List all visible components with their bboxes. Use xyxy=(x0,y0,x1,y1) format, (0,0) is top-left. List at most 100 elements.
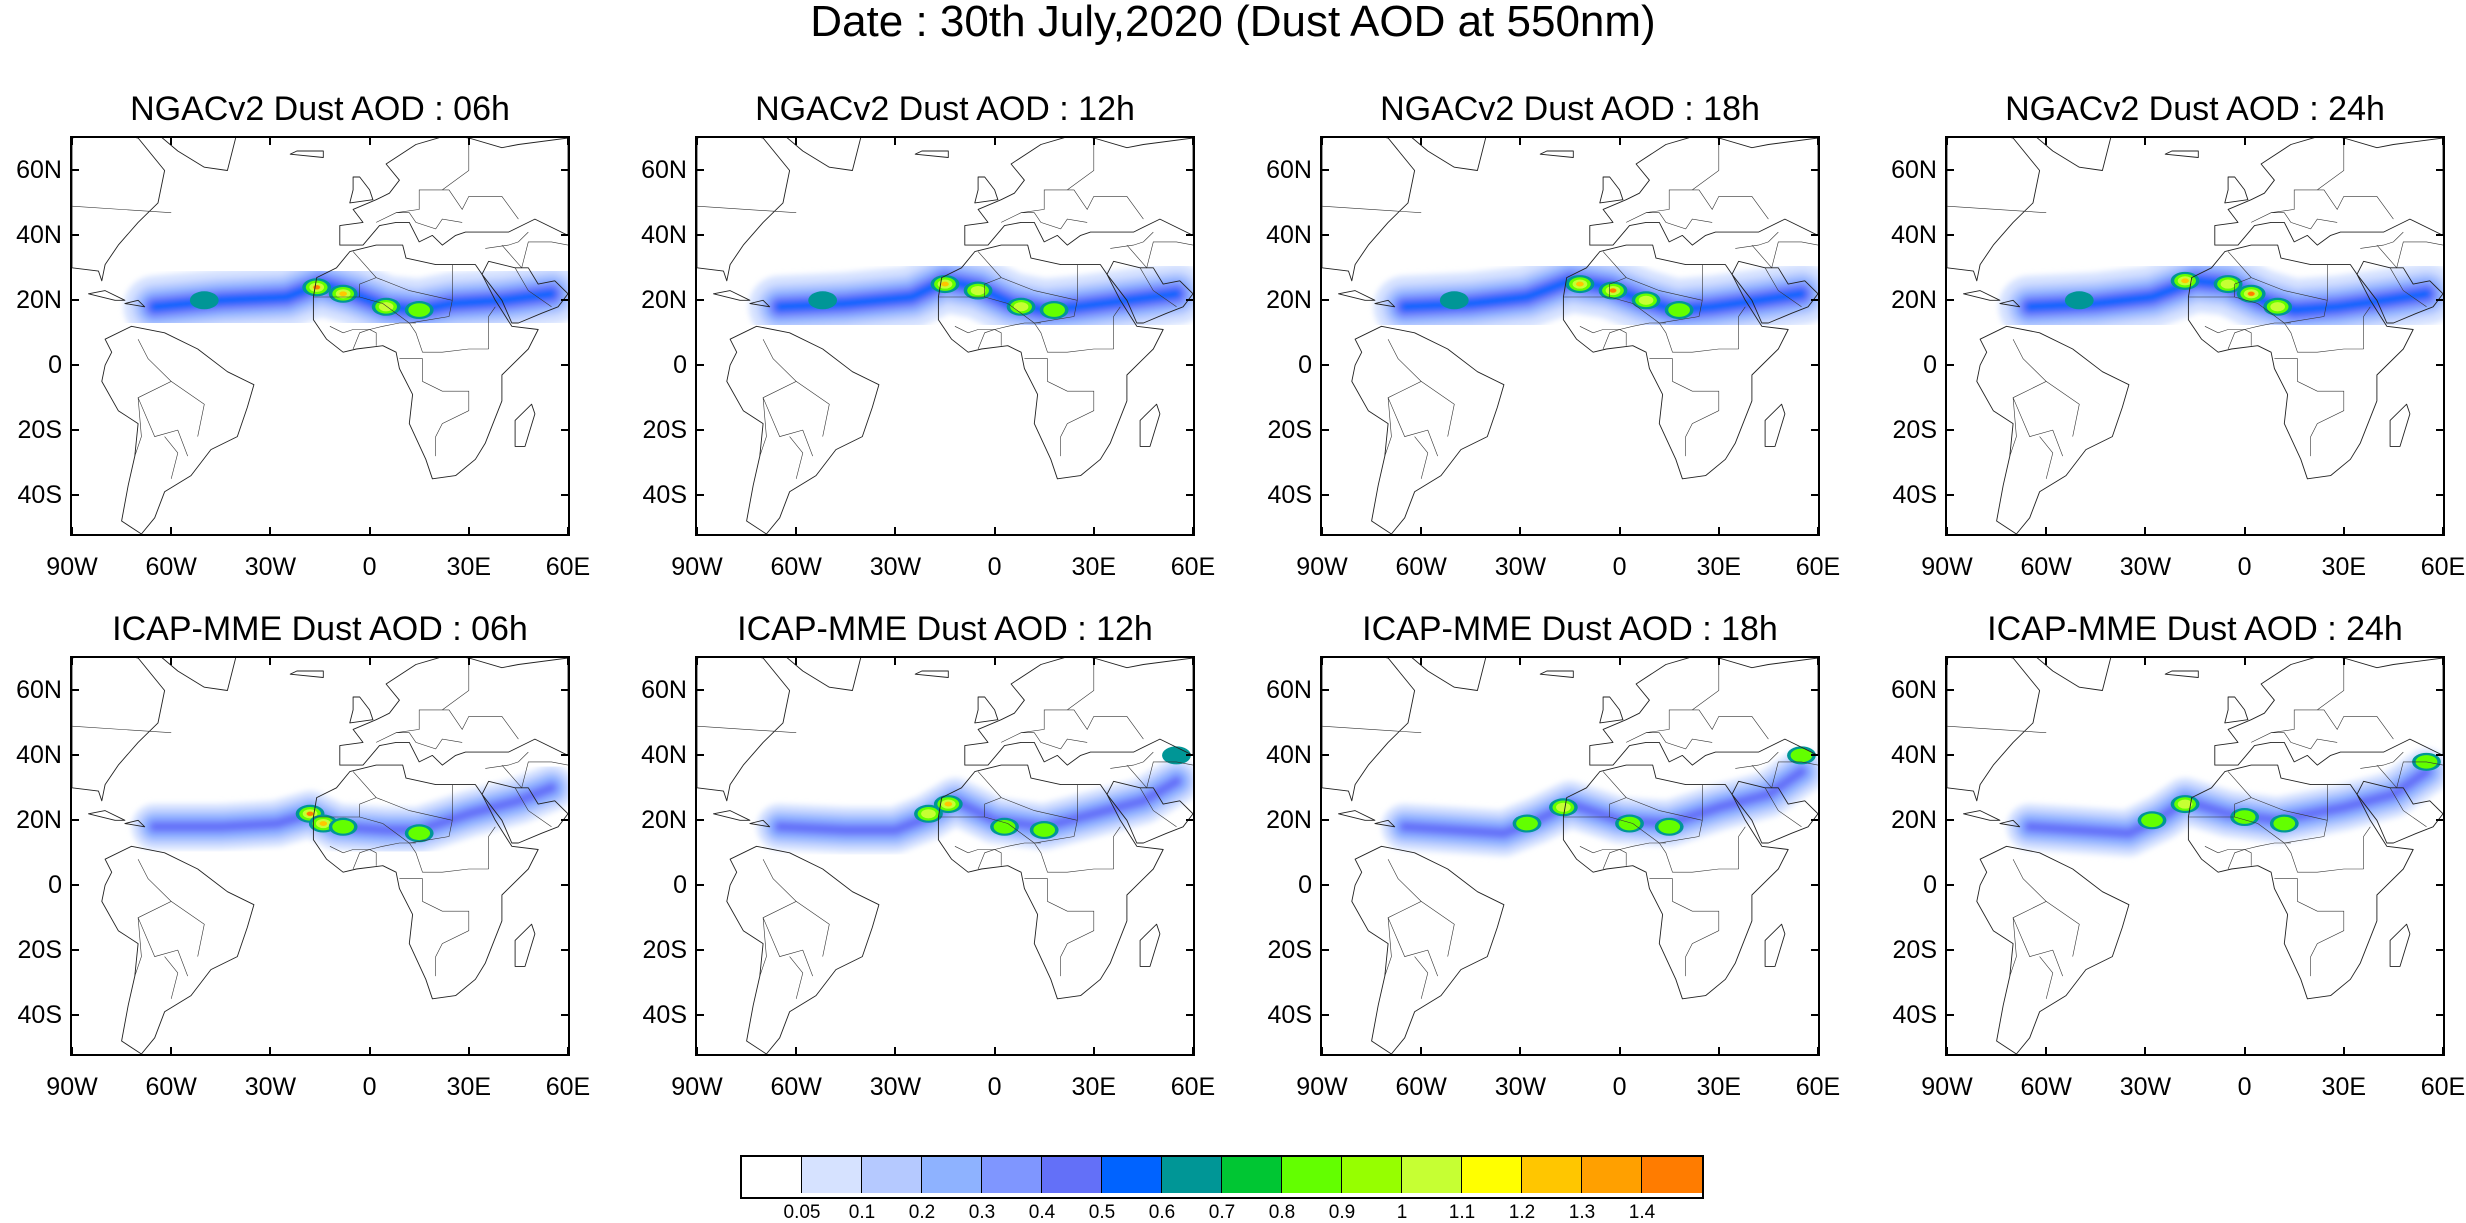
coastline-north-america xyxy=(72,658,166,802)
country-border xyxy=(488,826,496,869)
coastline-madagascar xyxy=(1139,403,1161,447)
lon-tick-label: 90W xyxy=(671,1073,723,1101)
coastline-europe xyxy=(1589,658,1818,766)
coastline-madagascar xyxy=(1139,923,1161,967)
lon-tick xyxy=(2243,656,2246,665)
panel-title: NGACv2 Dust AOD : 18h xyxy=(1380,90,1760,128)
dust-field xyxy=(131,764,568,853)
country-borders xyxy=(697,658,1193,999)
country-border xyxy=(1609,264,1703,324)
lat-tick xyxy=(1945,689,1954,692)
lon-tick xyxy=(2442,136,2444,145)
coastline-europe xyxy=(964,658,1193,766)
coastline-uk xyxy=(349,176,374,204)
country-border xyxy=(1024,358,1095,457)
coastline-greenland xyxy=(1411,138,1487,171)
dust-contour-level-6 xyxy=(775,276,1181,315)
coastline-greenland xyxy=(2036,138,2112,171)
lon-tick-label: 60W xyxy=(1395,1073,1447,1101)
lon-tick-label: 60W xyxy=(2020,1073,2072,1101)
lat-tick xyxy=(561,884,570,887)
dust-hotspot xyxy=(2141,813,2163,828)
lat-tick xyxy=(561,1014,570,1017)
coastline-madagascar xyxy=(1764,403,1786,447)
lon-tick xyxy=(1192,527,1194,536)
lat-tick-label: 40S xyxy=(1892,481,1937,510)
lat-tick xyxy=(561,429,570,432)
lon-tick-label: 0 xyxy=(362,1073,377,1101)
lat-tick xyxy=(2436,884,2445,887)
lon-tick-label: 60E xyxy=(545,1073,591,1101)
lat-tick-label: 20N xyxy=(16,806,62,835)
lon-tick xyxy=(170,656,173,665)
country-border xyxy=(72,725,172,733)
lat-tick xyxy=(70,819,79,822)
country-border xyxy=(1659,842,1739,873)
lon-tick xyxy=(567,1047,569,1056)
lat-tick-label: 20S xyxy=(642,936,687,965)
coastline-cuba xyxy=(88,290,126,301)
coastline-cuba xyxy=(88,810,126,821)
country-border xyxy=(164,436,179,479)
country-border xyxy=(2271,212,2338,230)
lat-tick-label: 60N xyxy=(1266,676,1312,705)
colorbar-swatch xyxy=(1222,1157,1282,1193)
country-border xyxy=(1021,212,1088,230)
lon-tick-label: 60W xyxy=(770,553,822,581)
coastline-greenland xyxy=(786,658,862,691)
lat-tick xyxy=(1945,754,1954,757)
coastlines xyxy=(1322,658,1818,1054)
lon-tick xyxy=(2442,1047,2444,1056)
colorbar-label: 1.4 xyxy=(1628,1202,1656,1223)
dust-field xyxy=(123,253,568,341)
lat-tick xyxy=(1811,234,1820,237)
colorbar-label: 0.7 xyxy=(1208,1202,1236,1223)
country-border xyxy=(762,859,813,977)
lon-tick xyxy=(2342,136,2345,145)
lat-tick xyxy=(1320,689,1329,692)
lat-tick-label: 60N xyxy=(1266,156,1312,185)
country-border xyxy=(72,205,172,213)
lat-tick xyxy=(1186,949,1195,952)
colorbar-swatch xyxy=(1342,1157,1402,1193)
dust-hotspot xyxy=(808,291,838,310)
lat-tick-label: 40N xyxy=(1266,741,1312,770)
dust-aod-map xyxy=(1945,136,2445,536)
country-border xyxy=(1139,787,1177,828)
lon-tick xyxy=(1519,527,1522,536)
dust-field xyxy=(748,249,1193,341)
figure-title: Date : 30th July,2020 (Dust AOD at 550nm… xyxy=(810,0,1656,46)
country-border xyxy=(2251,709,2394,743)
lon-tick-label: 90W xyxy=(46,1073,98,1101)
country-border xyxy=(396,732,463,750)
coastline-hispaniola xyxy=(124,819,146,828)
country-border xyxy=(2317,658,2345,711)
lat-tick xyxy=(2436,949,2445,952)
colorbar-label: 0.3 xyxy=(968,1202,996,1223)
lon-tick-label: 0 xyxy=(362,553,377,581)
lon-tick-label: 0 xyxy=(987,1073,1002,1101)
country-border xyxy=(1001,189,1144,223)
lon-tick-label: 30E xyxy=(1071,1073,1117,1101)
dust-hotspot xyxy=(408,303,431,317)
country-border xyxy=(977,251,1078,301)
coastlines xyxy=(697,138,1193,534)
country-border xyxy=(137,859,188,977)
coastline-south-america xyxy=(1976,845,2130,1054)
lon-tick xyxy=(1717,656,1720,665)
lat-tick xyxy=(1811,169,1820,172)
country-border xyxy=(442,658,470,711)
coastlines xyxy=(72,138,568,534)
dust-contour-level-5 xyxy=(2025,767,2431,838)
country-border xyxy=(789,436,804,479)
lon-tick xyxy=(894,1047,897,1056)
country-border xyxy=(1609,784,1703,844)
coastline-greenland xyxy=(786,138,862,171)
country-border xyxy=(977,329,1002,350)
country-border xyxy=(2284,842,2364,873)
country-border xyxy=(1414,956,1429,999)
colorbar-swatch xyxy=(1102,1157,1162,1193)
lat-tick-label: 20N xyxy=(1891,286,1937,315)
lat-tick xyxy=(1186,689,1195,692)
coastline-cuba xyxy=(713,810,751,821)
